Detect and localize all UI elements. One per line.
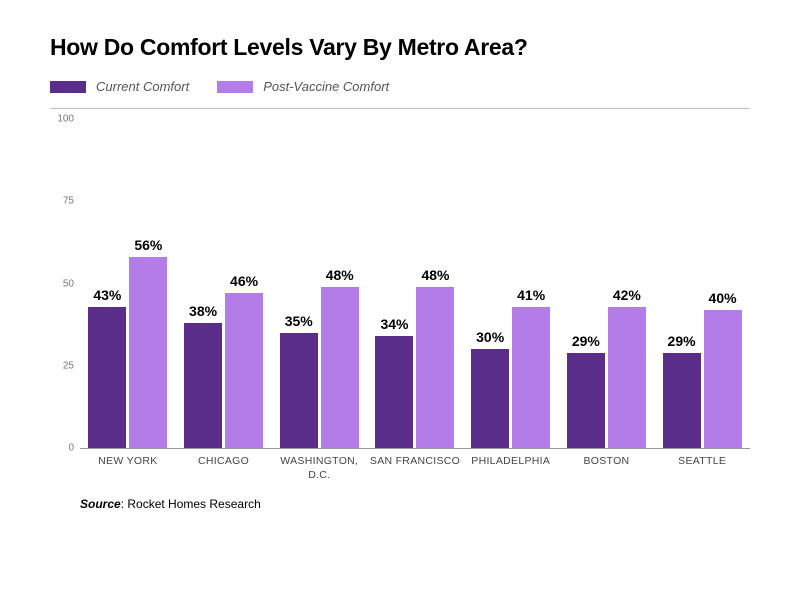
bar-current: 34% (375, 336, 413, 448)
legend-label-post: Post-Vaccine Comfort (263, 79, 389, 94)
bar-post: 48% (416, 287, 454, 448)
bar-post: 40% (704, 310, 742, 448)
bar-value-label: 30% (476, 329, 504, 345)
chart-frame: 43%56%38%46%35%48%34%48%30%41%29%42%29%4… (50, 108, 750, 511)
y-tick: 25 (50, 360, 74, 371)
source-line: Source: Rocket Homes Research (80, 497, 750, 511)
bar-value-label: 42% (613, 287, 641, 303)
x-axis-label: SEATTLE (654, 449, 750, 489)
bar-current: 29% (567, 353, 605, 448)
legend-item-current: Current Comfort (50, 79, 189, 94)
bar-groups: 43%56%38%46%35%48%34%48%30%41%29%42%29%4… (80, 119, 750, 448)
y-tick: 100 (50, 114, 74, 125)
bar-group: 43%56% (86, 119, 170, 448)
bar-post: 41% (512, 307, 550, 448)
bar-value-label: 40% (709, 290, 737, 306)
bar-value-label: 34% (380, 316, 408, 332)
x-axis-labels: NEW YORKCHICAGOWASHINGTON, D.C.SAN FRANC… (80, 449, 750, 489)
x-axis-label: NEW YORK (80, 449, 176, 489)
bar-group: 29%40% (660, 119, 744, 448)
x-axis-label: CHICAGO (176, 449, 272, 489)
bar-value-label: 29% (668, 333, 696, 349)
bar-value-label: 43% (93, 287, 121, 303)
x-axis-label: WASHINGTON, D.C. (271, 449, 367, 489)
x-axis-label: BOSTON (559, 449, 655, 489)
bar-group: 34%48% (373, 119, 457, 448)
bar-value-label: 56% (134, 237, 162, 253)
bar-value-label: 41% (517, 287, 545, 303)
legend: Current Comfort Post-Vaccine Comfort (50, 79, 750, 94)
bar-value-label: 38% (189, 303, 217, 319)
plot-area: 43%56%38%46%35%48%34%48%30%41%29%42%29%4… (80, 119, 750, 449)
legend-swatch-post (217, 81, 253, 93)
bar-value-label: 29% (572, 333, 600, 349)
bar-value-label: 35% (285, 313, 313, 329)
chart: 43%56%38%46%35%48%34%48%30%41%29%42%29%4… (50, 119, 750, 489)
bar-value-label: 46% (230, 273, 258, 289)
bar-group: 29%42% (564, 119, 648, 448)
legend-item-post: Post-Vaccine Comfort (217, 79, 389, 94)
bar-value-label: 48% (326, 267, 354, 283)
y-tick: 50 (50, 278, 74, 289)
y-tick: 75 (50, 196, 74, 207)
source-text: : Rocket Homes Research (121, 497, 261, 511)
bar-post: 42% (608, 307, 646, 448)
x-axis-label: PHILADELPHIA (463, 449, 559, 489)
bar-current: 43% (88, 307, 126, 448)
bar-group: 30%41% (469, 119, 553, 448)
bar-current: 35% (280, 333, 318, 448)
legend-swatch-current (50, 81, 86, 93)
legend-label-current: Current Comfort (96, 79, 189, 94)
bar-post: 48% (321, 287, 359, 448)
bar-current: 38% (184, 323, 222, 448)
y-tick: 0 (50, 443, 74, 454)
chart-container: How Do Comfort Levels Vary By Metro Area… (0, 0, 800, 511)
bar-post: 56% (129, 257, 167, 448)
bar-group: 38%46% (182, 119, 266, 448)
bar-post: 46% (225, 293, 263, 448)
bar-value-label: 48% (421, 267, 449, 283)
bar-current: 29% (663, 353, 701, 448)
chart-title: How Do Comfort Levels Vary By Metro Area… (50, 34, 750, 61)
source-prefix: Source (80, 497, 121, 511)
bar-group: 35%48% (277, 119, 361, 448)
x-axis-label: SAN FRANCISCO (367, 449, 463, 489)
bar-current: 30% (471, 349, 509, 448)
